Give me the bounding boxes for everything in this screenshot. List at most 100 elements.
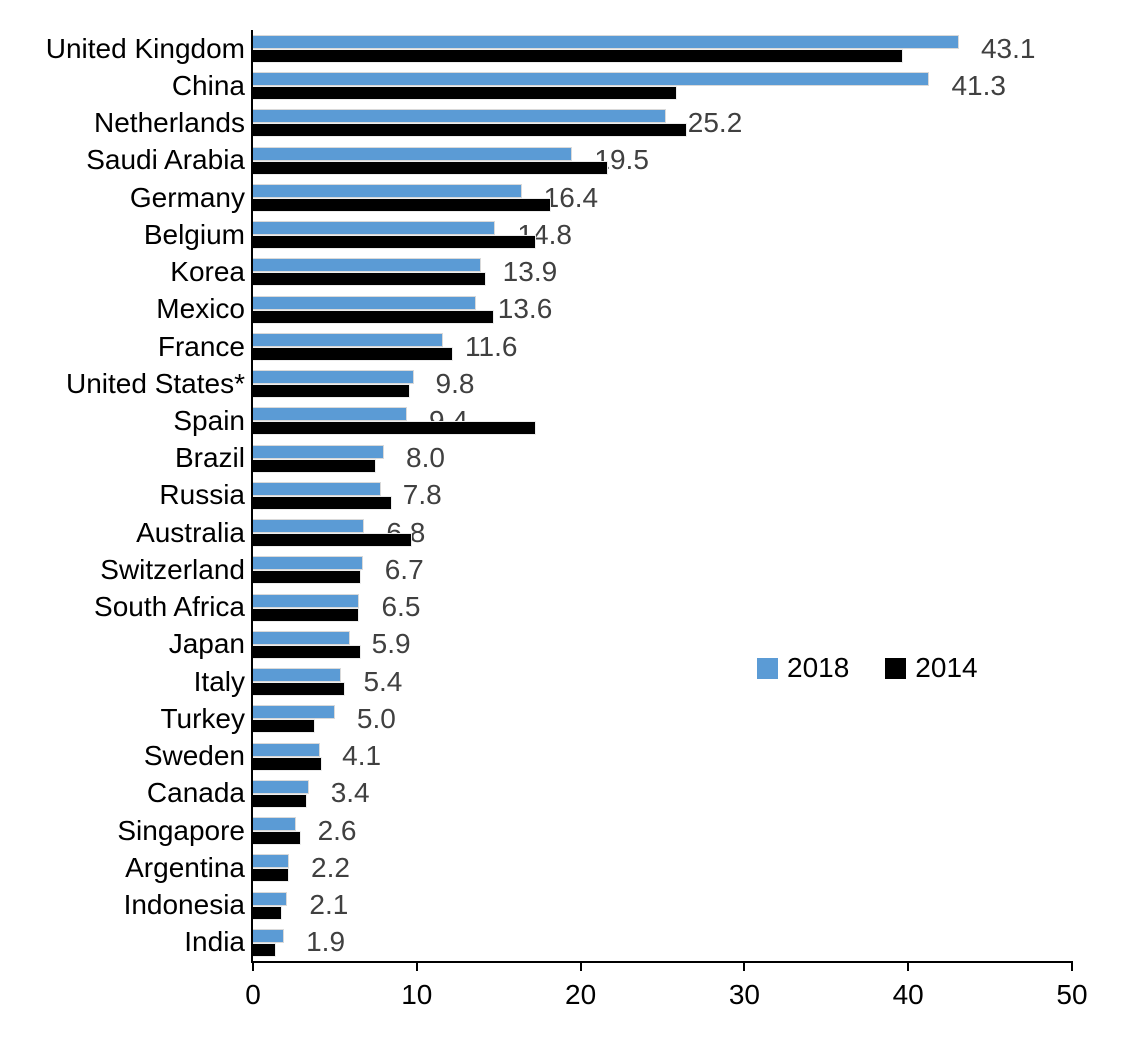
category-label: Indonesia <box>123 889 245 921</box>
bar-row: South Africa 6.5 <box>94 589 1072 626</box>
value-label: 5.9 <box>371 628 411 660</box>
value-label: 16.4 <box>543 181 599 213</box>
bar-2014 <box>253 533 412 548</box>
bar-2014 <box>253 49 904 63</box>
category-label: Turkey <box>160 702 245 734</box>
category-label: Australia <box>136 516 245 548</box>
category-label: India <box>184 926 245 958</box>
bar-2014 <box>253 607 360 622</box>
bar-2018 <box>253 519 365 534</box>
value-label: 2.6 <box>317 814 357 846</box>
category-label: Canada <box>146 777 245 809</box>
bar-2014 <box>253 346 453 361</box>
bar-row: Brazil 8.0 <box>175 440 1072 477</box>
bar-2018 <box>253 183 522 198</box>
x-tick-mark <box>579 961 582 971</box>
legend-entry-2018: 2018 <box>757 652 849 684</box>
bar-2014 <box>253 719 316 734</box>
value-label: 25.2 <box>687 107 743 139</box>
bar-row: Argentina 2.2 <box>125 849 1072 886</box>
bar-row: Korea 13.9 <box>170 253 1072 290</box>
bar-2014 <box>253 235 537 250</box>
x-tick-label: 40 <box>892 979 924 1010</box>
category-label: Sweden <box>143 740 245 772</box>
category-label: Belgium <box>143 218 245 250</box>
bar-2018 <box>253 109 666 124</box>
value-label: 8.0 <box>406 442 445 474</box>
category-label: China <box>171 69 245 101</box>
bar-2018 <box>253 742 321 757</box>
bar-2014 <box>253 495 393 510</box>
bar-row: India 1.9 <box>184 924 1072 961</box>
bar-row: Australia6.8 <box>136 514 1072 551</box>
x-tick-mark <box>743 961 746 971</box>
category-label: Saudi Arabia <box>86 144 245 176</box>
bar-row: Netherlands 25.2 <box>94 104 1072 141</box>
bar-2014 <box>253 123 688 138</box>
bar-2018 <box>253 481 381 496</box>
bar-row: Saudi Arabia 19.5 <box>86 142 1072 179</box>
plot-area: United Kingdom 43.1 China 41.3 Netherlands 25… <box>46 30 1088 1010</box>
bar-row: Canada 3.4 <box>147 775 1072 812</box>
category-label: Argentina <box>125 851 245 883</box>
bar-2014 <box>253 272 486 287</box>
bar-2014 <box>253 868 290 883</box>
category-label: Japan <box>168 628 245 660</box>
x-tick-mark <box>907 961 910 971</box>
value-label: 2.2 <box>311 851 350 883</box>
bar-row: Switzerland 6.7 <box>100 551 1072 588</box>
x-tick-label: 0 <box>245 979 261 1010</box>
bar-row: China 41.3 <box>172 67 1072 104</box>
value-label: 41.3 <box>951 69 1006 101</box>
bar-2018 <box>253 928 285 943</box>
x-tick-label: 30 <box>728 979 760 1010</box>
bar-2014 <box>253 197 552 212</box>
bar-2014 <box>253 384 411 399</box>
legend-swatch-2014 <box>885 657 907 679</box>
bar-2014 <box>253 86 678 101</box>
bar-row: United States* 9.8 <box>66 365 1072 402</box>
bar-2014 <box>253 793 308 808</box>
x-tick-label: 10 <box>401 979 433 1010</box>
bar-2014 <box>253 644 362 659</box>
bar-2018 <box>253 72 930 87</box>
value-label: 1.9 <box>306 926 346 958</box>
bar-2014 <box>253 831 301 846</box>
x-tick-mark <box>252 961 254 971</box>
category-label: France <box>157 330 245 362</box>
bar-2014 <box>253 309 494 324</box>
x-tick-mark <box>415 961 418 971</box>
bar-row: Mexico 13.6 <box>156 291 1072 328</box>
x-tick-label: 20 <box>565 979 597 1010</box>
category-label: Russia <box>159 479 245 511</box>
bar-row: Belgium 14.8 <box>144 216 1072 253</box>
bar-2014 <box>253 942 276 957</box>
value-label: 13.6 <box>497 293 553 325</box>
value-label: 2.1 <box>309 889 349 921</box>
value-label: 11.6 <box>465 330 518 362</box>
category-label: South Africa <box>94 591 245 623</box>
bar-2018 <box>253 444 385 459</box>
bar-2018 <box>253 146 573 161</box>
bar-2018 <box>253 295 476 310</box>
bar-row: United Kingdom 43.1 <box>46 30 1072 67</box>
category-label: United Kingdom <box>45 32 245 64</box>
bar-2018 <box>253 332 443 347</box>
value-label: 13.9 <box>502 256 558 288</box>
bar-2018 <box>253 705 335 720</box>
bar-row: Spain9.4 <box>173 402 1072 439</box>
value-label: 5.0 <box>356 702 396 734</box>
bar-row: France 11.6 <box>158 328 1072 365</box>
bar-2018 <box>253 593 360 608</box>
bar-2014 <box>253 756 322 771</box>
bar-2018 <box>253 668 342 683</box>
bar-2014 <box>253 160 609 175</box>
legend: 2018 2014 <box>757 652 978 684</box>
value-label: 4.1 <box>342 740 382 772</box>
value-label: 9.8 <box>435 367 475 399</box>
legend-entry-2014: 2014 <box>885 652 978 684</box>
bar-2018 <box>253 35 959 49</box>
bar-2014 <box>253 458 376 473</box>
bar-row: Sweden 4.1 <box>144 738 1072 775</box>
